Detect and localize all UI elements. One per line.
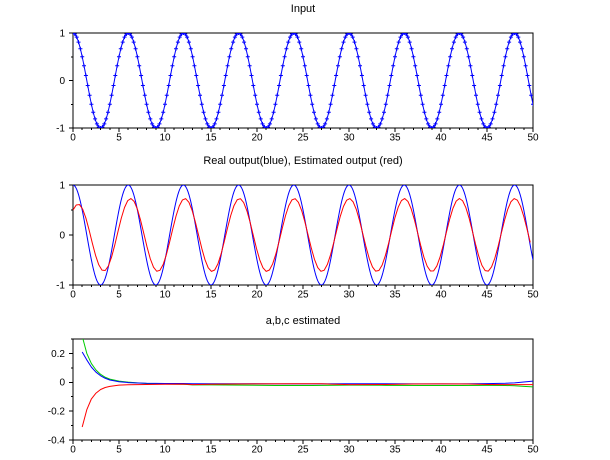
plot-title-outputs: Real output(blue), Estimated output (red… <box>203 155 403 167</box>
svg-text:15: 15 <box>205 444 217 455</box>
svg-text:-0.2: -0.2 <box>48 407 66 418</box>
svg-text:10: 10 <box>159 132 171 143</box>
svg-text:-1: -1 <box>56 280 65 291</box>
svg-text:-1: -1 <box>56 123 65 134</box>
svg-text:0: 0 <box>70 132 76 143</box>
outputs-plot: 0 5 10 15 20 25 30 35 40 45 50 -1 0 1 <box>56 180 539 300</box>
estimates-plot: 0 5 10 15 20 25 30 35 40 45 50 -0.4 -0.2 0 0.2 <box>48 338 539 455</box>
svg-text:15: 15 <box>205 132 217 143</box>
svg-text:0: 0 <box>59 230 65 241</box>
svg-text:40: 40 <box>435 444 447 455</box>
input-plot: 0 5 10 15 20 25 30 35 40 45 50 -1 0 1 <box>56 28 539 143</box>
svg-text:5: 5 <box>116 444 122 455</box>
svg-text:0: 0 <box>70 444 76 455</box>
svg-text:50: 50 <box>527 444 539 455</box>
svg-text:10: 10 <box>159 289 171 300</box>
svg-text:0: 0 <box>59 378 65 389</box>
svg-text:5: 5 <box>116 132 122 143</box>
svg-text:20: 20 <box>251 444 263 455</box>
svg-text:35: 35 <box>389 289 401 300</box>
svg-text:25: 25 <box>297 132 309 143</box>
svg-text:20: 20 <box>251 132 263 143</box>
plot-title-estimates: a,b,c estimated <box>265 315 341 327</box>
svg-text:0: 0 <box>59 76 65 87</box>
plot-title-input: Input <box>290 3 316 15</box>
svg-text:1: 1 <box>59 180 65 191</box>
svg-text:25: 25 <box>297 289 309 300</box>
svg-text:10: 10 <box>159 444 171 455</box>
svg-text:40: 40 <box>435 289 447 300</box>
svg-text:0.2: 0.2 <box>51 349 65 360</box>
svg-text:25: 25 <box>297 444 309 455</box>
svg-text:0: 0 <box>70 289 76 300</box>
svg-text:30: 30 <box>343 289 355 300</box>
svg-text:45: 45 <box>481 289 493 300</box>
svg-text:35: 35 <box>389 132 401 143</box>
svg-text:5: 5 <box>116 289 122 300</box>
svg-text:45: 45 <box>481 132 493 143</box>
svg-text:15: 15 <box>205 289 217 300</box>
svg-text:45: 45 <box>481 444 493 455</box>
svg-text:40: 40 <box>435 132 447 143</box>
svg-text:50: 50 <box>527 289 539 300</box>
svg-text:1: 1 <box>59 28 65 39</box>
svg-text:20: 20 <box>251 289 263 300</box>
svg-text:50: 50 <box>527 132 539 143</box>
svg-text:35: 35 <box>389 444 401 455</box>
svg-text:30: 30 <box>343 132 355 143</box>
svg-text:-0.4: -0.4 <box>48 435 66 446</box>
svg-text:30: 30 <box>343 444 355 455</box>
